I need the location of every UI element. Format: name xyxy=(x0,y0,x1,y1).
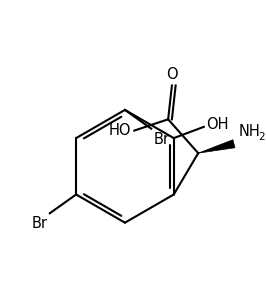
Text: 2: 2 xyxy=(258,132,265,142)
Text: OH: OH xyxy=(206,117,228,132)
Text: Br: Br xyxy=(32,216,48,231)
Text: Br: Br xyxy=(153,132,169,147)
Text: NH: NH xyxy=(239,124,260,139)
Text: O: O xyxy=(166,67,178,82)
Polygon shape xyxy=(198,140,235,153)
Text: HO: HO xyxy=(109,123,131,138)
